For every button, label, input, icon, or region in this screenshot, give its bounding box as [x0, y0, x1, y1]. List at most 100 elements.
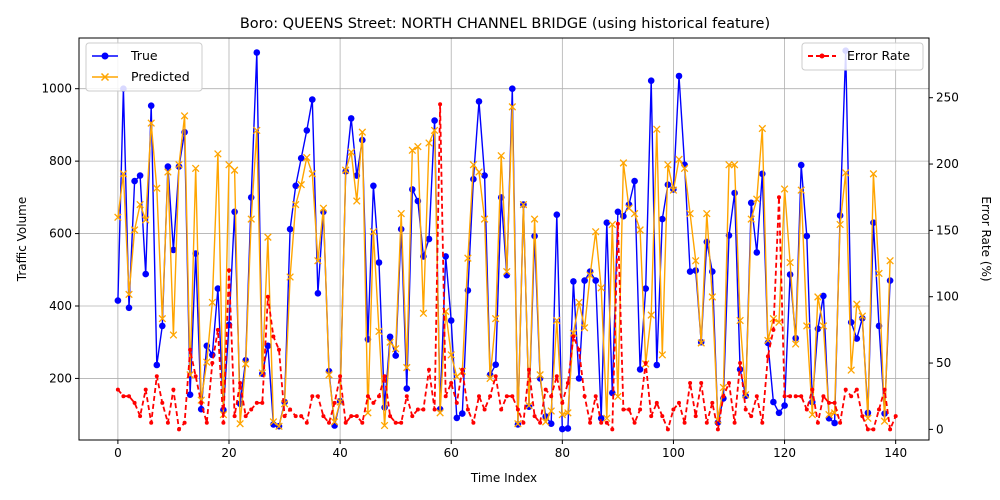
point-true [492, 361, 500, 369]
point-error-rate [704, 420, 709, 425]
point-error-rate [293, 414, 298, 419]
point-true [470, 175, 477, 183]
point-true [409, 186, 416, 193]
point-predicted [669, 186, 678, 194]
point-error-rate [688, 381, 693, 385]
y-tick-label: 1000 [41, 82, 72, 96]
point-predicted [519, 200, 528, 209]
point-predicted [480, 215, 489, 223]
axes: 0 20 40 60 80 100 120 140 200 400 600 800 1000 0 50 100… [41, 82, 958, 460]
point-true [636, 366, 644, 373]
point-error-rate [265, 294, 270, 299]
point-predicted [275, 422, 283, 430]
point-true [392, 352, 400, 359]
point-true [836, 212, 844, 219]
point-error-rate [282, 414, 287, 419]
point-error-rate [710, 400, 715, 405]
point-predicted [547, 407, 555, 415]
point-predicted [314, 256, 322, 265]
point-true [686, 268, 694, 275]
point-predicted [125, 290, 133, 299]
point-error-rate [882, 387, 887, 392]
point-error-rate [810, 387, 815, 392]
point-error-rate [221, 420, 226, 425]
point-error-rate [504, 394, 509, 399]
point-true [831, 419, 838, 427]
point-error-rate [449, 381, 454, 385]
point-true [775, 409, 783, 417]
point-predicted [514, 419, 522, 428]
point-predicted [530, 215, 539, 223]
point-predicted [886, 256, 894, 265]
point-true [425, 235, 433, 243]
point-true [136, 172, 144, 179]
point-true [753, 249, 761, 256]
point-predicted [180, 112, 189, 120]
point-predicted [791, 340, 800, 348]
point-error-rate [382, 374, 387, 379]
point-error-rate [571, 334, 576, 339]
point-true [631, 177, 638, 185]
point-true [759, 170, 766, 178]
point-true [853, 335, 861, 342]
point-error-rate [354, 414, 359, 419]
point-error-rate [804, 407, 809, 412]
point-true [614, 208, 622, 216]
point-predicted [353, 197, 361, 205]
point-error-rate [288, 407, 293, 412]
point-error-rate [499, 407, 504, 412]
point-predicted [836, 220, 844, 229]
point-true [147, 102, 155, 109]
point-predicted [536, 371, 544, 379]
point-error-rate [588, 420, 593, 425]
point-predicted [391, 344, 400, 353]
point-error-rate [877, 407, 881, 412]
point-predicted [847, 366, 855, 374]
point-error-rate [243, 414, 248, 419]
point-predicted [236, 419, 244, 428]
point-error-rate [432, 407, 437, 412]
point-true [309, 96, 316, 103]
point-predicted [569, 329, 578, 337]
y-tick-label: 200 [49, 371, 72, 385]
point-predicted [864, 414, 872, 423]
x-tick-label: 0 [114, 446, 122, 460]
point-error-rate [843, 387, 848, 392]
point-predicted [119, 170, 128, 178]
point-error-rate [754, 394, 759, 399]
point-error-rate [160, 400, 165, 405]
point-predicted [608, 220, 617, 229]
point-error-rate [188, 347, 193, 352]
point-true [553, 211, 561, 218]
point-error-rate [471, 420, 476, 425]
point-predicted [303, 153, 311, 162]
point-error-rate [199, 400, 204, 405]
point-true [375, 259, 383, 266]
point-predicted [880, 417, 889, 425]
point-predicted [553, 316, 561, 325]
point-error-rate [738, 361, 743, 365]
point-error-rate [554, 374, 559, 379]
point-true [286, 225, 294, 233]
legend-error-label: Error Rate [847, 48, 910, 63]
point-error-rate [854, 387, 859, 392]
point-true [314, 290, 322, 297]
point-predicted [136, 200, 144, 209]
point-error-rate [460, 367, 465, 372]
point-true [447, 317, 455, 324]
point-predicted [853, 300, 861, 308]
point-predicted [586, 271, 594, 279]
point-error-rate [321, 414, 326, 419]
point-true [481, 172, 488, 179]
point-predicted [214, 150, 222, 158]
legend-right-box [801, 42, 924, 71]
series-layer [114, 47, 898, 433]
point-error-rate [410, 414, 415, 419]
point-error-rate [893, 414, 898, 419]
y-axis-label: Traffic Volume [15, 197, 29, 283]
point-error-rate [593, 394, 598, 399]
point-error-rate [515, 407, 520, 412]
point-predicted [269, 418, 278, 426]
point-true [253, 49, 261, 56]
point-error-rate [438, 102, 443, 107]
